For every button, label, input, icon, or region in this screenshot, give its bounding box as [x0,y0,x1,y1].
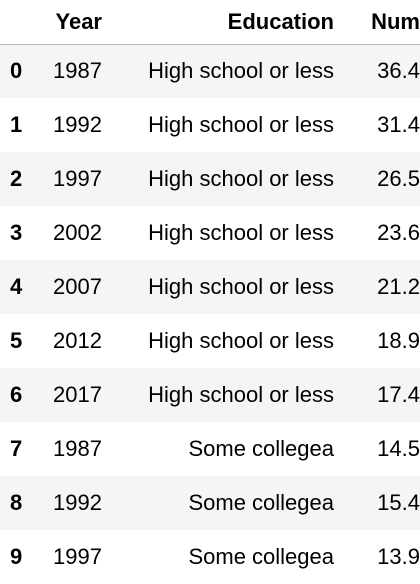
cell-num: 13.9 [334,530,420,584]
cell-num: 17.4 [334,368,420,422]
cell-year: 2012 [42,314,102,368]
table-row: 3 2002 High school or less 23.6 [0,206,420,260]
cell-education: High school or less [102,98,334,152]
row-index: 4 [0,260,42,314]
cell-year: 1997 [42,530,102,584]
table-row: 9 1997 Some collegea 13.9 [0,530,420,584]
table-header: Year Education Num [0,0,420,44]
cell-num: 21.2 [334,260,420,314]
table-row: 6 2017 High school or less 17.4 [0,368,420,422]
cell-education: High school or less [102,44,334,98]
table-row: 0 1987 High school or less 36.4 [0,44,420,98]
table-row: 5 2012 High school or less 18.9 [0,314,420,368]
cell-num: 31.4 [334,98,420,152]
table-row: 8 1992 Some collegea 15.4 [0,476,420,530]
cell-year: 2017 [42,368,102,422]
row-index: 6 [0,368,42,422]
cell-education: Some collegea [102,422,334,476]
cell-num: 26.5 [334,152,420,206]
cell-year: 1992 [42,98,102,152]
cell-education: High school or less [102,368,334,422]
cell-num: 14.5 [334,422,420,476]
cell-year: 2007 [42,260,102,314]
cell-education: Some collegea [102,530,334,584]
cell-education: High school or less [102,152,334,206]
cell-year: 1987 [42,44,102,98]
cell-education: High school or less [102,314,334,368]
row-index: 9 [0,530,42,584]
cell-num: 18.9 [334,314,420,368]
table-row: 2 1997 High school or less 26.5 [0,152,420,206]
cell-num: 23.6 [334,206,420,260]
table-row: 7 1987 Some collegea 14.5 [0,422,420,476]
row-index: 0 [0,44,42,98]
column-header-num: Num [334,0,420,44]
cell-year: 1987 [42,422,102,476]
row-index: 2 [0,152,42,206]
cell-num: 15.4 [334,476,420,530]
cell-num: 36.4 [334,44,420,98]
cell-education: Some collegea [102,476,334,530]
column-header-year: Year [42,0,102,44]
cell-education: High school or less [102,206,334,260]
table-row: 4 2007 High school or less 21.2 [0,260,420,314]
table-row: 1 1992 High school or less 31.4 [0,98,420,152]
row-index: 7 [0,422,42,476]
row-index: 3 [0,206,42,260]
cell-year: 2002 [42,206,102,260]
header-row: Year Education Num [0,0,420,44]
column-header-education: Education [102,0,334,44]
index-header [0,0,42,44]
row-index: 5 [0,314,42,368]
cell-year: 1992 [42,476,102,530]
cell-year: 1997 [42,152,102,206]
row-index: 8 [0,476,42,530]
table-body: 0 1987 High school or less 36.4 1 1992 H… [0,44,420,584]
cell-education: High school or less [102,260,334,314]
row-index: 1 [0,98,42,152]
